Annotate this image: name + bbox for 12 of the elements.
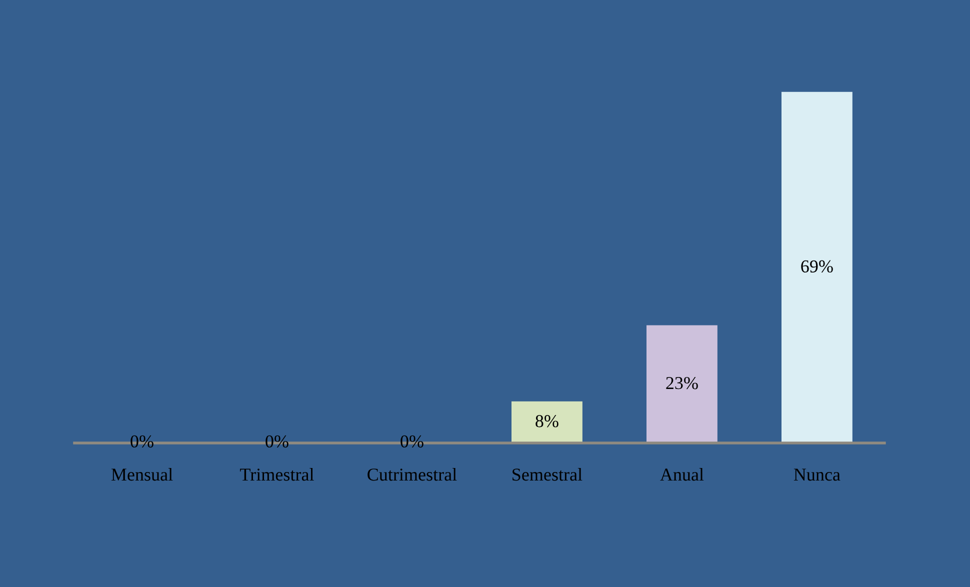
data-label: 69% (801, 260, 833, 273)
data-label: 8% (536, 415, 558, 428)
data-label: 23% (666, 377, 698, 390)
x-tick-label: Cutrimestral (368, 468, 457, 481)
data-label: 0% (266, 435, 288, 448)
x-tick-label: Mensual (111, 468, 173, 481)
x-tick-label: Semestral (512, 468, 582, 481)
data-label: 0% (400, 435, 424, 448)
data-label: 0% (130, 435, 154, 448)
x-tick-label: Trimestral (240, 468, 314, 481)
x-tick-label: Anual (660, 468, 704, 481)
x-tick-label: Nunca (794, 468, 840, 481)
